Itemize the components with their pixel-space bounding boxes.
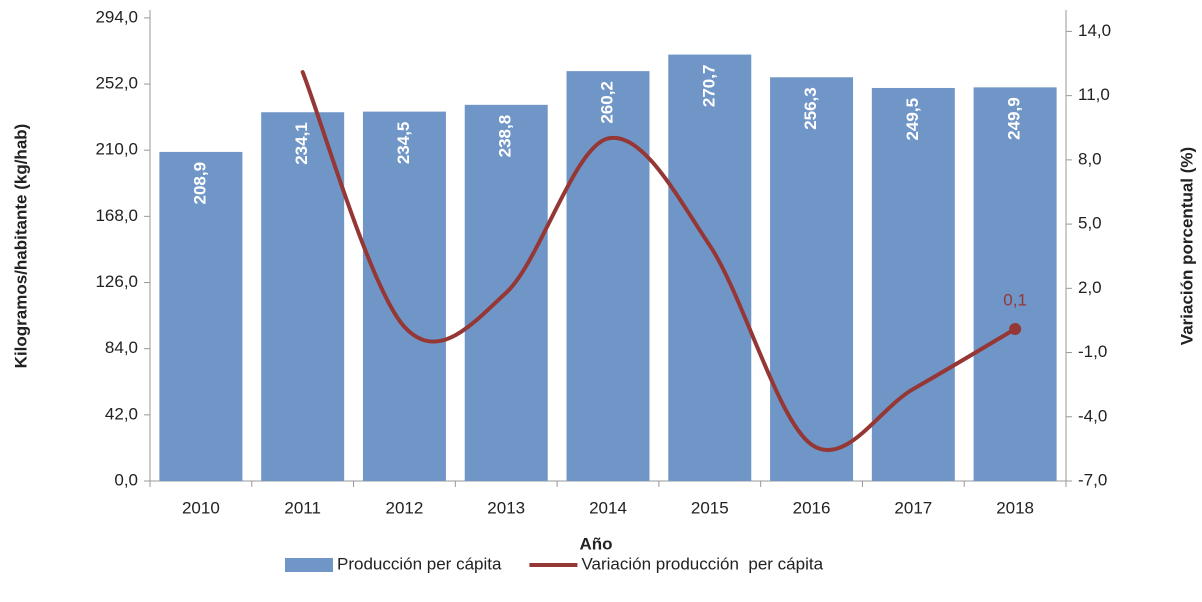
y-tick-label: 0,0 (114, 470, 138, 489)
y-axis-title: Kilogramos/habitante (kg/hab) (11, 124, 30, 369)
x-axis-title: Año (579, 534, 612, 553)
y-tick-label: 42,0 (105, 404, 138, 423)
y2-tick-label: -4,0 (1078, 406, 1107, 425)
x-tick-label: 2011 (284, 498, 321, 517)
bar (770, 77, 854, 481)
x-tick-label: 2016 (793, 498, 831, 517)
y2-tick-label: 11,0 (1078, 85, 1110, 104)
bar-value-label: 270,7 (699, 65, 718, 108)
x-tick-label: 2018 (996, 498, 1034, 517)
bar-value-label: 238,8 (496, 115, 515, 158)
y2-axis-title: Variación porcentual (%) (1177, 147, 1196, 345)
y-tick-label: 210,0 (95, 140, 138, 159)
line-value-label: 0,1 (1003, 290, 1027, 309)
legend-label: Producción per cápita (337, 554, 502, 573)
y2-tick-label: 5,0 (1078, 214, 1102, 233)
y2-tick-label: 14,0 (1078, 21, 1111, 40)
line (300, 70, 1018, 453)
x-tick-label: 2014 (589, 498, 627, 517)
y-tick-label: 252,0 (95, 74, 138, 93)
legend-swatch (285, 558, 333, 572)
x-tick-label: 2017 (894, 498, 932, 517)
x-tick-label: 2012 (386, 498, 424, 517)
y2-tick-label: -7,0 (1078, 470, 1107, 489)
bar (871, 87, 955, 481)
x-tick-label: 2015 (691, 498, 729, 517)
bar-value-label: 249,5 (903, 98, 922, 141)
bar-value-label: 260,2 (597, 81, 616, 124)
legend-label: Variación producción per cápita (581, 554, 823, 573)
bar-value-label: 256,3 (801, 87, 820, 130)
bar-value-label: 249,9 (1005, 97, 1024, 140)
x-tick-label: 2010 (182, 498, 220, 517)
y2-tick-label: -1,0 (1078, 342, 1107, 361)
bar (159, 151, 243, 481)
bar (362, 111, 446, 482)
bar-value-label: 234,5 (394, 122, 413, 165)
bar-value-label: 234,1 (292, 122, 311, 165)
x-tick-label: 2013 (487, 498, 525, 517)
bar (566, 71, 650, 481)
y-tick-label: 126,0 (95, 272, 138, 291)
bar-value-label: 208,9 (190, 162, 209, 205)
bar (668, 54, 752, 482)
y-tick-label: 168,0 (95, 206, 138, 225)
line-marker (1009, 322, 1022, 335)
y2-tick-label: 2,0 (1078, 278, 1102, 297)
bar (261, 112, 345, 482)
y-tick-label: 84,0 (105, 338, 138, 357)
y-tick-label: 294,0 (95, 7, 138, 26)
bar (973, 87, 1057, 481)
y2-tick-label: 8,0 (1078, 149, 1102, 168)
